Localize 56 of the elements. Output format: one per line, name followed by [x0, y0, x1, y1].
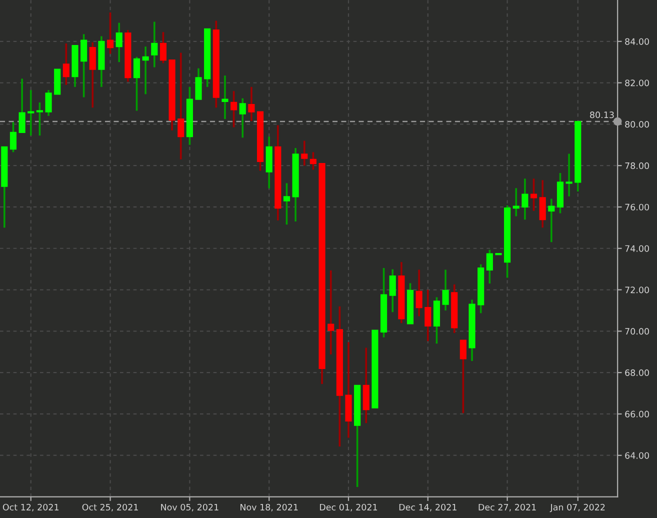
- candlestick: [45, 89, 52, 117]
- candlestick: [486, 248, 493, 284]
- y-tick-label: 84.00: [625, 38, 649, 45]
- candlestick: [18, 78, 26, 134]
- candlestick: [548, 198, 555, 244]
- candlestick: [539, 179, 546, 229]
- y-tick-label: 76.00: [625, 204, 649, 210]
- candlestick: [389, 268, 396, 314]
- x-tick-label: Oct 25, 2021: [82, 504, 138, 512]
- candlestick: [301, 140, 308, 166]
- x-tick-label: Nov 05, 2021: [161, 504, 218, 512]
- candlestick: [80, 33, 88, 98]
- x-tick-label: Dec 14, 2021: [399, 504, 456, 512]
- y-tick-label: 78.00: [625, 162, 649, 170]
- candlestick: [522, 178, 528, 221]
- candlestick: [195, 67, 202, 100]
- x-tick-label: Oct 12, 2021: [2, 504, 59, 512]
- candlestick: [239, 97, 246, 139]
- y-tick-label: 66.00: [625, 410, 649, 418]
- candlestick: [416, 268, 422, 318]
- candlestick: [442, 268, 449, 312]
- candlestick: [566, 152, 572, 198]
- candlestick: [248, 86, 255, 122]
- candlestick: [460, 339, 466, 414]
- candlestick: [178, 52, 184, 160]
- candlestick: [133, 56, 140, 112]
- candlestick: [310, 151, 316, 171]
- candlestick: [151, 20, 158, 68]
- candlestick: [230, 90, 238, 128]
- y-tick-label: 80.00: [625, 121, 649, 128]
- y-tick-label: 74.00: [625, 245, 649, 252]
- y-tick-label: 72.00: [625, 286, 649, 294]
- candlestick: [328, 269, 334, 356]
- candlestick: [424, 288, 432, 342]
- ref-line-label: 80.13: [590, 112, 614, 118]
- candlestick: [89, 42, 96, 109]
- candlestick: [116, 22, 122, 63]
- y-tick-label: 68.00: [625, 369, 649, 376]
- candlestick: [62, 42, 70, 86]
- candlestick: [142, 46, 149, 96]
- x-tick-label: Nov 18, 2021: [240, 504, 298, 512]
- candlestick: [36, 102, 43, 136]
- x-tick-label: Dec 27, 2021: [478, 504, 536, 512]
- candlestick: [160, 31, 167, 64]
- x-tick-label: Dec 01, 2021: [320, 504, 378, 512]
- candlestick: [106, 12, 114, 55]
- y-tick-label: 82.00: [625, 80, 649, 86]
- candlestick: [283, 182, 290, 226]
- y-tick-label: 64.00: [625, 452, 649, 459]
- x-tick-label: Jan 07, 2022: [550, 504, 605, 512]
- candlestick: [512, 187, 520, 218]
- candlestick: [530, 178, 538, 212]
- candlestick: [222, 74, 228, 120]
- y-tick-label: 70.00: [625, 328, 649, 335]
- candlestick: [28, 89, 34, 136]
- candlestick: [10, 121, 17, 154]
